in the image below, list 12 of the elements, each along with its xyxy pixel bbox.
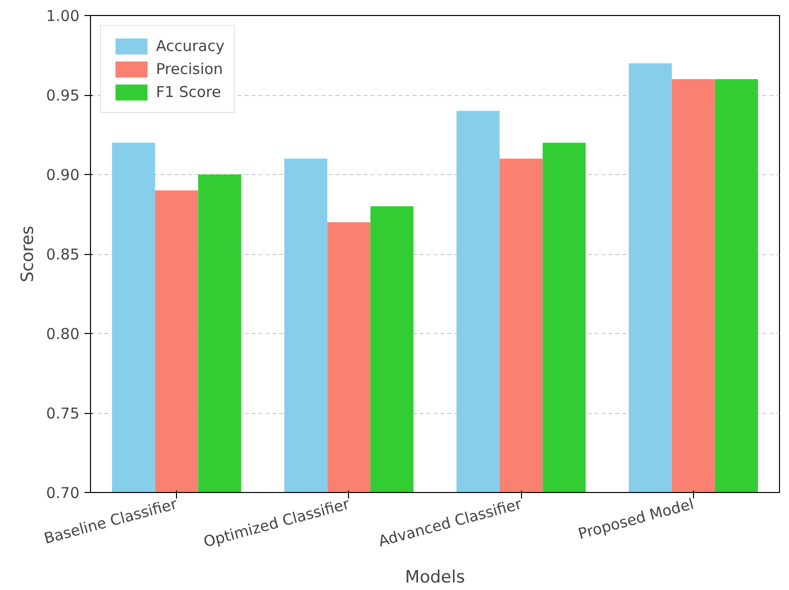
- y-tick-label: 0.85: [46, 246, 80, 264]
- legend-label: F1 Score: [156, 83, 221, 101]
- y-tick-label: 0.70: [46, 484, 80, 502]
- y-axis-title: Scores: [18, 226, 38, 282]
- y-tick-label: 0.95: [46, 86, 80, 104]
- y-tick-label: 1.00: [46, 7, 80, 25]
- x-axis-title: Models: [405, 568, 466, 588]
- y-tick-label: 0.80: [46, 325, 80, 343]
- legend-label: Precision: [156, 60, 223, 78]
- y-tick-label: 0.75: [46, 404, 80, 422]
- legend-label: Accuracy: [156, 37, 224, 55]
- y-tick-label: 0.90: [46, 166, 80, 184]
